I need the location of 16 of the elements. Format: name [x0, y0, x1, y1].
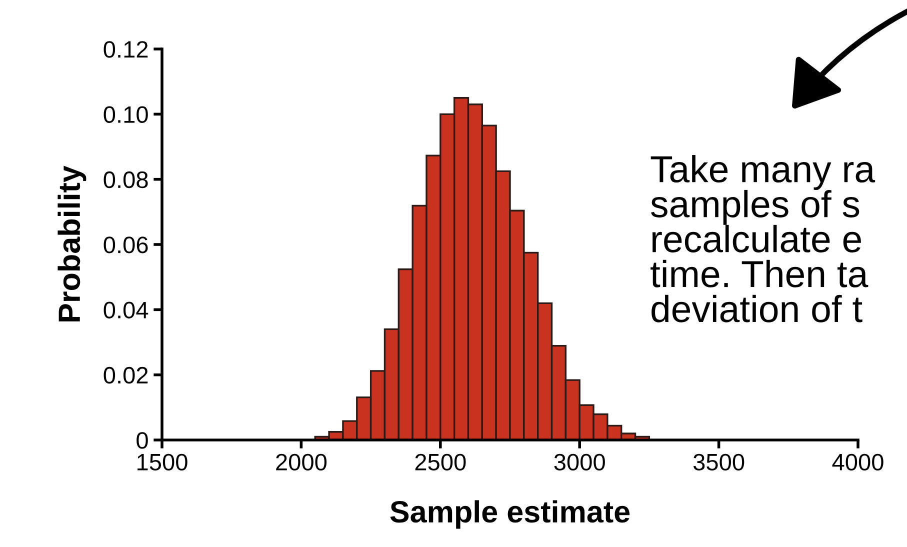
y-tick-label: 0.10 — [104, 106, 148, 123]
y-tick-label: 0 — [136, 432, 148, 449]
y-tick-label: 0.02 — [104, 366, 148, 384]
x-tick-label: 3500 — [693, 454, 744, 471]
x-tick-label: 2000 — [276, 454, 327, 471]
y-tick-label: 0.04 — [104, 302, 148, 318]
x-tick-label: 4000 — [832, 454, 884, 471]
annotation: Take many ra samples of s recalculate e time. Then ta deviation of t — [650, 155, 876, 322]
y-tick-label: 0.12 — [104, 41, 148, 58]
x-tick-label: 2500 — [415, 454, 466, 471]
y-tick-label: 0.06 — [104, 236, 148, 254]
y-axis-title: Probability — [58, 166, 86, 322]
y-tick-label: 0.08 — [104, 171, 148, 188]
x-tick-label: 1500 — [138, 454, 188, 471]
x-tick-label: 3000 — [554, 454, 605, 471]
x-axis-title: Sample estimate — [390, 500, 630, 529]
